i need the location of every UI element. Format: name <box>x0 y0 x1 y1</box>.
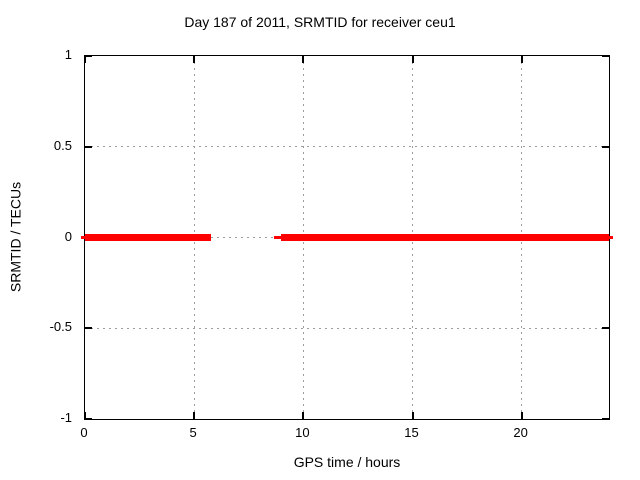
data-series-segment <box>81 236 87 239</box>
x-tick-label: 10 <box>295 425 310 440</box>
chart-title: Day 187 of 2011, SRMTID for receiver ceu… <box>184 14 456 30</box>
x-tick-mark <box>520 56 523 63</box>
gridline-horizontal <box>85 146 609 148</box>
x-axis-label: GPS time / hours <box>293 454 401 470</box>
x-tick-mark <box>193 56 196 63</box>
y-tick-mark <box>602 418 609 420</box>
x-tick-mark <box>84 412 86 419</box>
y-tick-mark <box>85 55 92 57</box>
y-tick-mark <box>602 145 609 148</box>
y-tick-mark <box>85 418 92 420</box>
x-tick-mark <box>84 56 86 63</box>
x-tick-mark <box>411 412 414 419</box>
y-tick-mark <box>85 327 92 330</box>
x-tick-mark <box>411 56 414 63</box>
y-tick-label: 1 <box>64 47 72 62</box>
x-tick-mark <box>302 56 305 63</box>
data-series-segment <box>273 236 282 239</box>
plot-area <box>81 55 614 420</box>
data-series-segment <box>85 234 211 241</box>
x-tick-mark <box>193 412 196 419</box>
y-tick-label: 0.5 <box>53 137 72 153</box>
y-tick-label: 0 <box>64 228 72 244</box>
data-series-segment <box>280 234 609 241</box>
y-tick-mark <box>602 55 609 57</box>
y-tick-label: -1 <box>60 410 72 425</box>
y-tick-label: -0.5 <box>49 319 72 335</box>
x-tick-mark <box>520 412 523 419</box>
x-tick-label: 15 <box>404 425 419 440</box>
y-tick-mark <box>602 327 609 330</box>
y-tick-mark <box>85 145 92 148</box>
x-tick-label: 20 <box>513 425 528 440</box>
data-series-segment <box>609 236 614 239</box>
x-tick-label: 5 <box>189 425 197 440</box>
x-tick-label: 0 <box>80 425 88 440</box>
gridline-horizontal <box>85 327 609 329</box>
x-tick-mark <box>302 412 305 419</box>
